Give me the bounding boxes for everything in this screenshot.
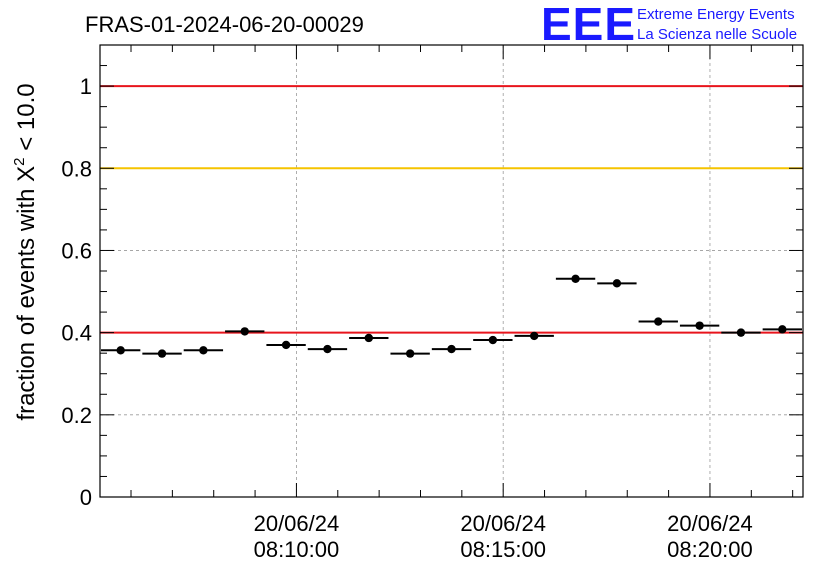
data-series	[101, 274, 802, 358]
y-tick-label: 0	[80, 485, 92, 510]
data-point	[199, 346, 208, 355]
data-point	[281, 340, 291, 350]
reference-lines	[100, 85, 803, 334]
data-point	[736, 328, 746, 337]
y-tick-label: 0.4	[61, 321, 92, 346]
y-tick-label: 1	[80, 74, 92, 99]
eee-logo: EEE Extreme Energy Events La Scienza nel…	[541, 0, 797, 50]
plot-frame	[99, 44, 804, 498]
data-point	[447, 344, 456, 354]
data-point	[571, 274, 580, 284]
axis-ticks	[100, 44, 803, 498]
x-tick-label-time: 08:15:00	[460, 537, 546, 562]
x-tick-label-date: 20/06/24	[460, 511, 546, 536]
data-point	[364, 333, 373, 343]
data-point	[488, 335, 498, 345]
y-axis-title: fraction of events with X2 < 10.0	[11, 83, 40, 420]
data-point	[116, 346, 125, 355]
data-point	[530, 331, 539, 341]
grid	[100, 45, 803, 497]
y-tick-label: 0.6	[61, 238, 92, 263]
data-point	[612, 279, 622, 288]
data-point	[654, 317, 663, 326]
data-point	[778, 325, 787, 334]
logo-line-2: La Scienza nelle Scuole	[637, 26, 797, 43]
x-tick-label-date: 20/06/24	[254, 511, 340, 536]
data-point	[695, 321, 704, 330]
y-tick-label: 0.8	[61, 156, 92, 181]
data-point	[405, 349, 415, 358]
tick-labels: 00.20.40.60.8120/06/2408:10:0020/06/2408…	[61, 74, 752, 562]
x-tick-label-time: 08:20:00	[667, 537, 753, 562]
data-point	[323, 344, 332, 354]
logo-letters: EEE	[541, 0, 636, 50]
y-tick-label: 0.2	[61, 403, 92, 428]
data-point	[240, 327, 249, 336]
x-tick-label-time: 08:10:00	[254, 537, 340, 562]
chart-title: FRAS-01-2024-06-20-00029	[85, 12, 364, 37]
x-tick-label-date: 20/06/24	[667, 511, 753, 536]
logo-line-1: Extreme Energy Events	[637, 6, 795, 23]
data-point	[157, 349, 167, 358]
